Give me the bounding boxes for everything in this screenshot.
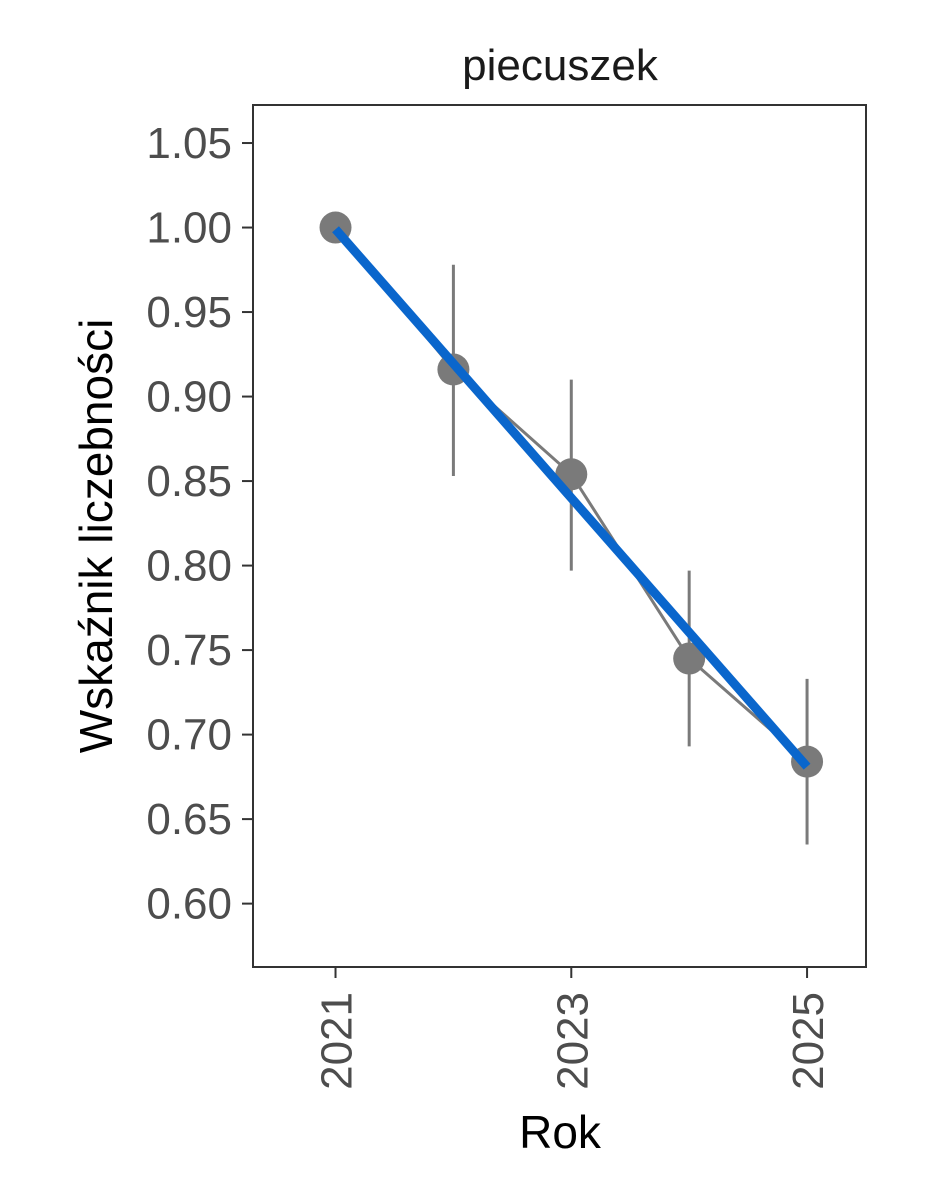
y-axis: 0.60 0.65 0.70 0.75 0.80 0.85 0.90 0.95 1.00 1.05: [146, 119, 253, 929]
x-tick-label: 2025: [784, 992, 833, 1090]
y-tick-label: 0.95: [146, 288, 232, 337]
y-tick-label: 0.65: [146, 795, 232, 844]
y-tick-label: 0.80: [146, 542, 232, 591]
y-tick-label: 0.75: [146, 626, 232, 675]
x-tick-label: 2023: [548, 992, 597, 1090]
chart-title: piecuszek: [462, 41, 659, 90]
y-tick-label: 1.00: [146, 204, 232, 253]
y-tick-label: 0.85: [146, 457, 232, 506]
y-tick-label: 1.05: [146, 119, 232, 168]
trend-line-group: [332, 226, 811, 770]
x-axis-title: Rok: [519, 1106, 602, 1158]
y-tick-label: 0.70: [146, 711, 232, 760]
y-tick-label: 0.90: [146, 373, 232, 422]
x-axis: 2021 2023 2025: [313, 967, 833, 1090]
data-point: [673, 642, 706, 675]
x-tick-label: 2021: [313, 992, 362, 1090]
y-tick-label: 0.60: [146, 880, 232, 929]
y-axis-title: Wskaźnik liczebności: [70, 319, 122, 754]
trend-line: [332, 226, 811, 770]
